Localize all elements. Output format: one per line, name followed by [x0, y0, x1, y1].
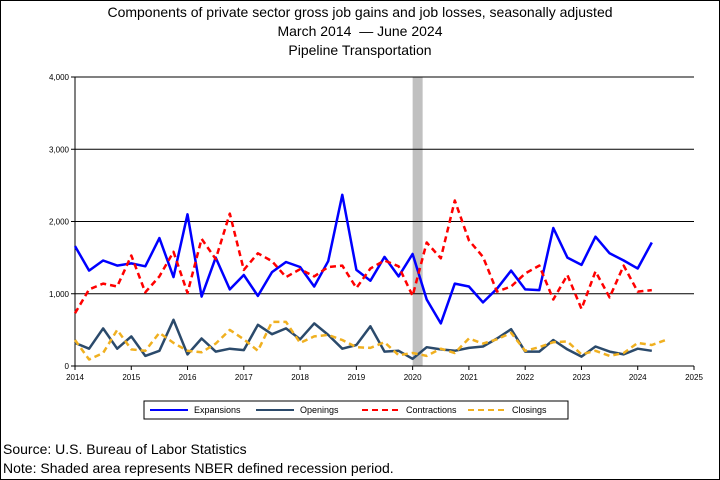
- legend-box: [143, 400, 569, 420]
- x-tick-label: 2025: [685, 373, 703, 382]
- x-tick-label: 2019: [347, 373, 365, 382]
- x-tick-label: 2023: [573, 373, 591, 382]
- recession-note: Note: Shaded area represents NBER define…: [3, 460, 394, 476]
- x-tick-label: 2021: [460, 373, 478, 382]
- x-tick-label: 2015: [122, 373, 140, 382]
- source-note: Source: U.S. Bureau of Labor Statistics: [3, 441, 247, 457]
- x-tick-label: 2020: [404, 373, 422, 382]
- y-tick-label: 1,000: [49, 290, 70, 299]
- chart-title: Components of private sector gross job g…: [107, 4, 613, 20]
- y-tick-label: 2,000: [49, 218, 70, 227]
- y-tick-label: 0: [65, 362, 70, 371]
- legend-label-expansions: Expansions: [194, 405, 241, 415]
- series-line-closings: [73, 320, 667, 361]
- subtitle-end: June 2024: [377, 23, 443, 39]
- series-line-contractions: [73, 199, 652, 314]
- legend-label-openings: Openings: [300, 405, 339, 415]
- x-tick-label: 2017: [235, 373, 253, 382]
- x-tick-label: 2018: [291, 373, 309, 382]
- x-tick-label: 2022: [516, 373, 534, 382]
- x-tick-label: 2016: [179, 373, 197, 382]
- chart-subtitle-industry: Pipeline Transportation: [288, 42, 432, 58]
- y-tick-label: 3,000: [49, 145, 70, 154]
- legend-label-contractions: Contractions: [406, 405, 457, 415]
- series-line-expansions: [73, 193, 653, 325]
- chart-subtitle: March 2014 — June 2024: [0, 23, 720, 40]
- series-line-openings: [74, 318, 652, 361]
- y-tick-label: 4,000: [49, 73, 70, 82]
- legend-label-closings: Closings: [512, 405, 547, 415]
- subtitle-dash: —: [355, 23, 374, 39]
- subtitle-start: March 2014: [277, 23, 352, 39]
- x-tick-label: 2024: [629, 373, 647, 382]
- x-tick-label: 2014: [66, 373, 84, 382]
